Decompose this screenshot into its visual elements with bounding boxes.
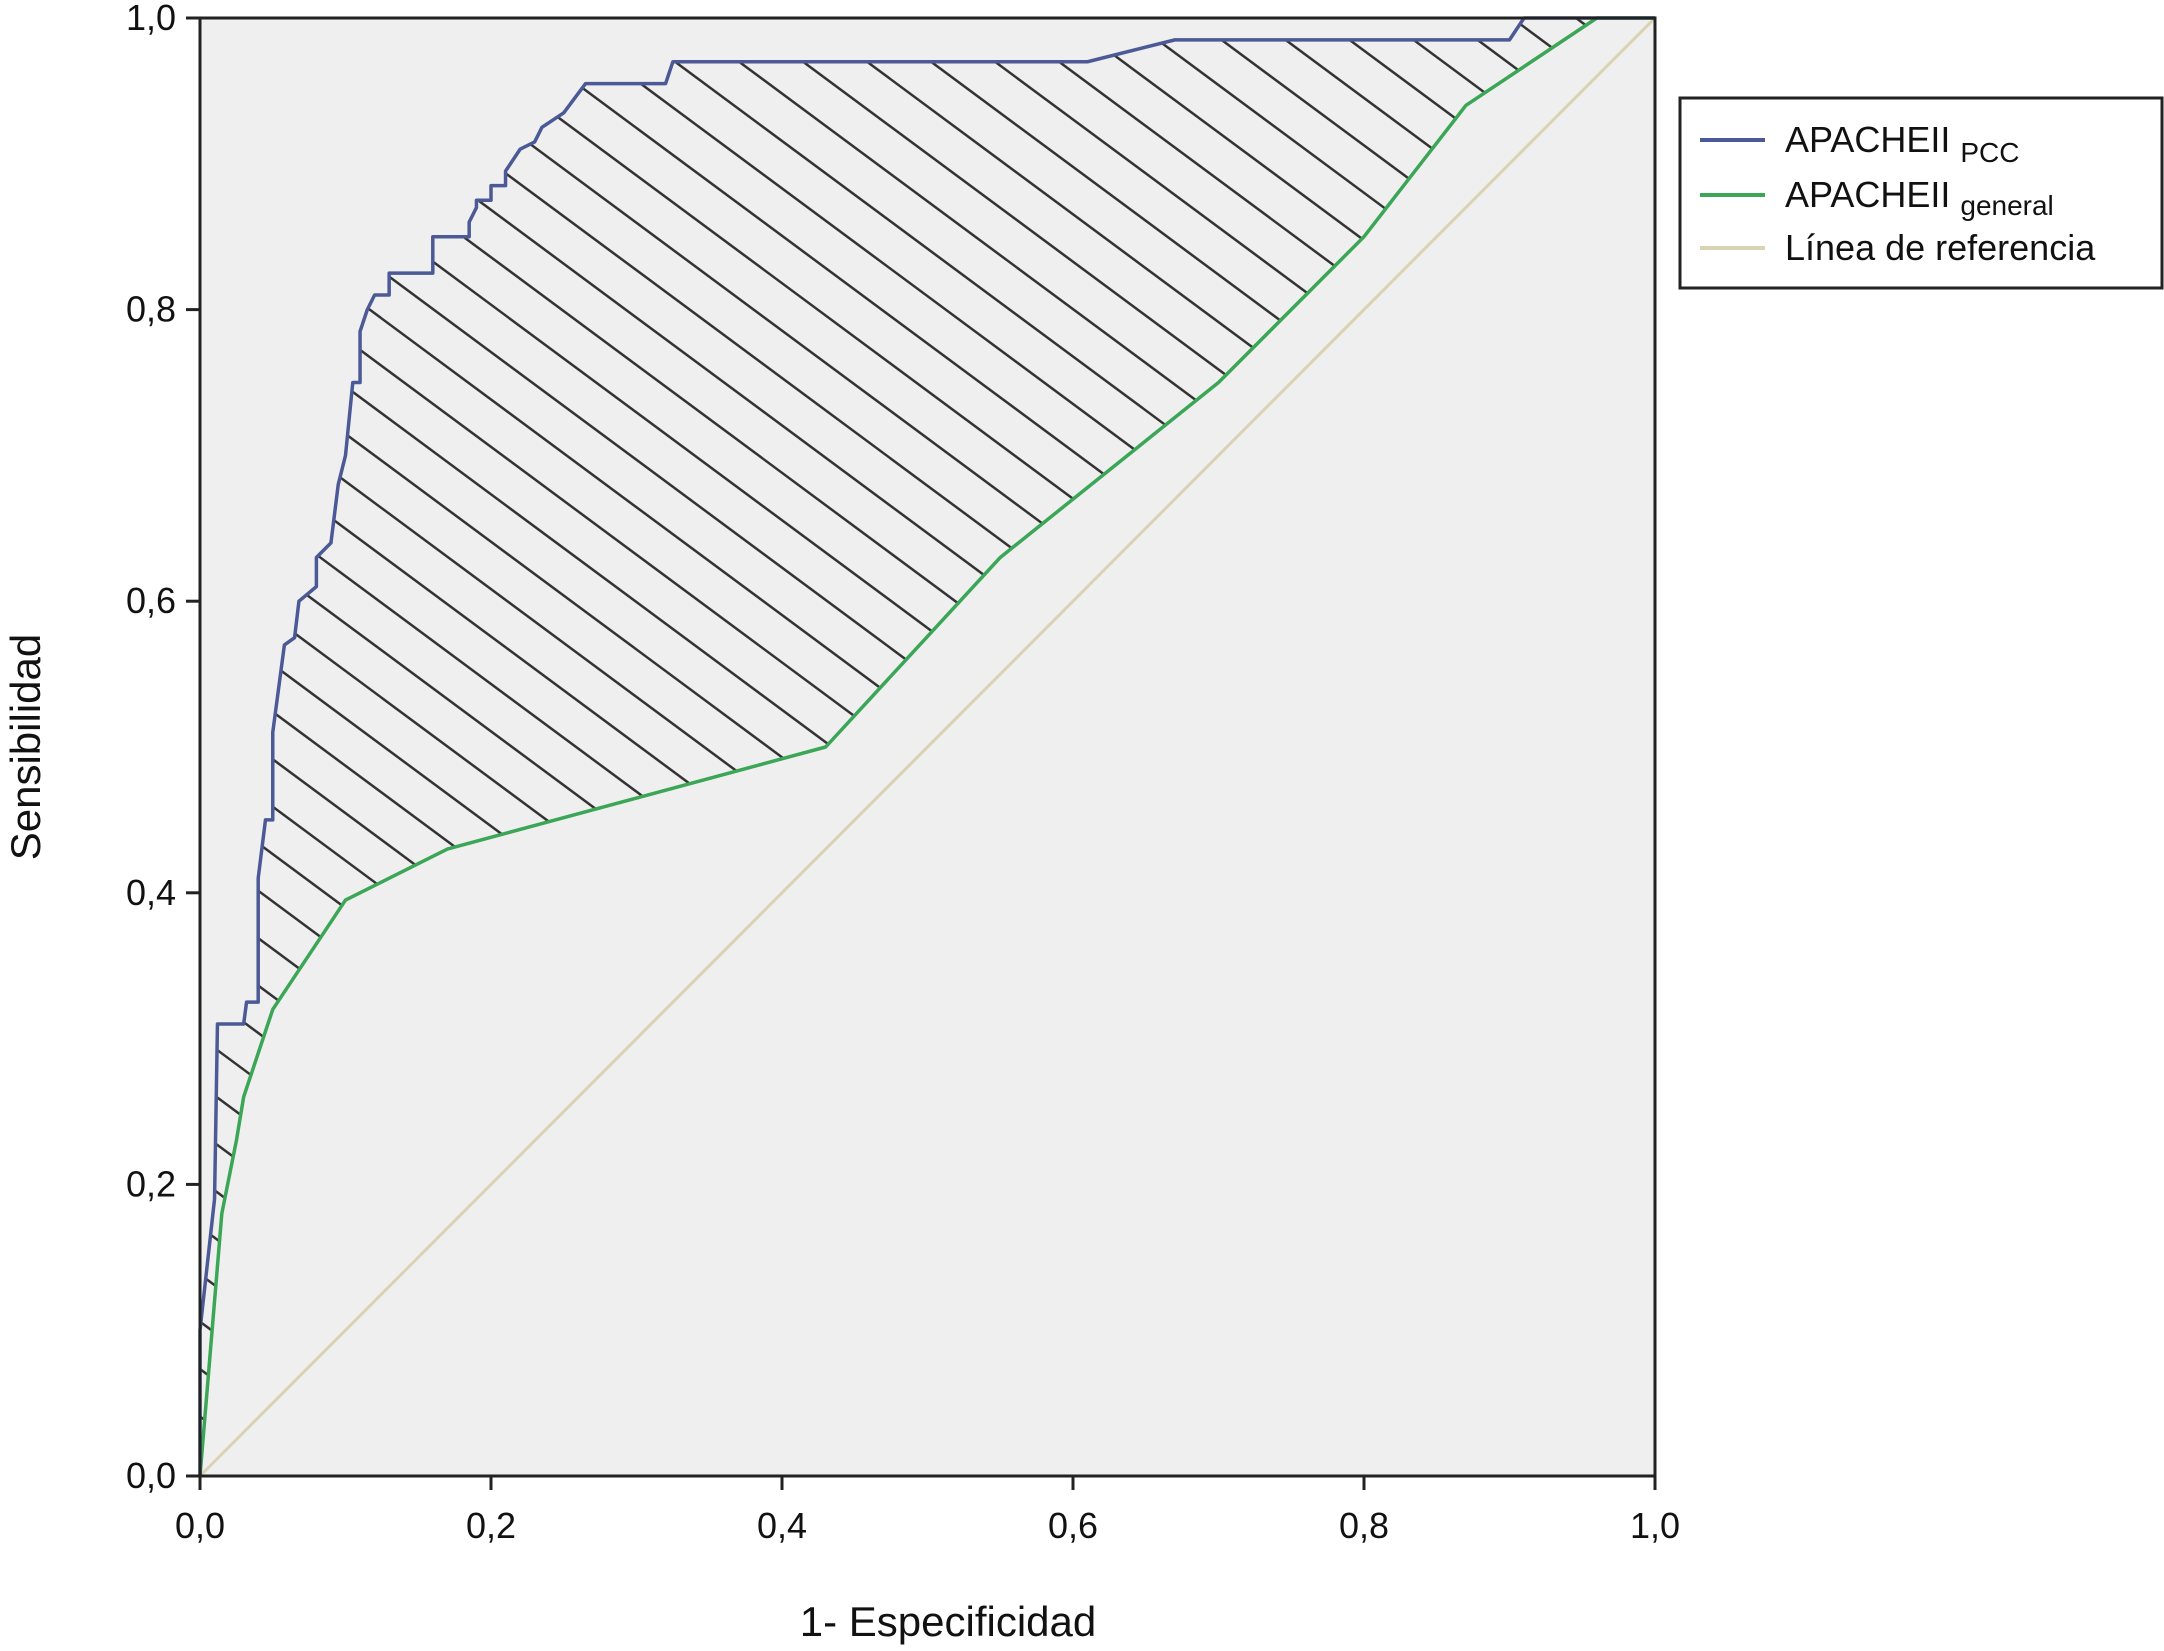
hatch-line [679, 18, 1655, 1476]
legend-label-general-sub: general [1960, 190, 2053, 221]
legend-label-general-main: APACHEII [1785, 174, 1950, 215]
x-tick-label: 0,6 [1048, 1505, 1098, 1546]
y-tick-label: 0,6 [126, 580, 176, 621]
axis-ticks: 0,0 0,2 0,4 0,6 0,8 1,0 0,0 0,2 0,4 0,6 0,8 1,0 [126, 0, 1680, 1546]
legend-label-pcc-sub: PCC [1960, 137, 2019, 168]
hatch-line [871, 18, 1655, 1476]
series-line-reference [198, 16, 1657, 1478]
x-tick-label: 0,8 [1339, 1505, 1389, 1546]
hatch-line [999, 18, 1655, 1476]
hatch-line [743, 18, 1655, 1476]
series-lines [198, 16, 1657, 1478]
legend-label-pcc-main: APACHEII [1785, 119, 1950, 160]
y-tick-label: 1,0 [126, 0, 176, 38]
x-tick-label: 0,0 [175, 1505, 225, 1546]
legend-label-pcc: APACHEII PCC [1785, 119, 2020, 168]
legend-label-reference: Línea de referencia [1785, 227, 2096, 268]
hatch-line [935, 18, 1655, 1476]
legend: APACHEII PCC APACHEII general Línea de ref… [1678, 96, 2164, 290]
x-tick-label: 0,2 [466, 1505, 516, 1546]
y-tick-label: 0,0 [126, 1455, 176, 1496]
y-axis-title: Sensibilidad [2, 634, 49, 861]
series-line-apacheii-pcc [198, 16, 1655, 1476]
y-tick-label: 0,4 [126, 872, 176, 913]
y-tick-label: 0,2 [126, 1163, 176, 1204]
y-tick-label: 0,8 [126, 289, 176, 330]
x-axis-title: 1- Especificidad [800, 1598, 1096, 1645]
legend-label-general: APACHEII general [1785, 174, 2054, 221]
x-tick-label: 0,4 [757, 1505, 807, 1546]
hatch-line [807, 18, 1655, 1476]
x-tick-label: 1,0 [1630, 1505, 1680, 1546]
plot-frame [198, 16, 1657, 1478]
series-line-apacheii-general [198, 16, 1655, 1477]
